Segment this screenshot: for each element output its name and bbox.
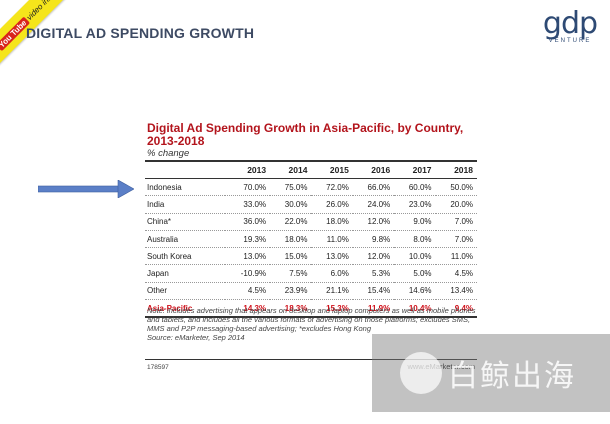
row-label: South Korea	[145, 247, 225, 266]
table-cell: 15.0%	[270, 247, 312, 266]
pointer-arrow-icon	[38, 180, 134, 198]
chart-note: Note: includes advertising that appears …	[147, 306, 477, 342]
table-cell: 75.0%	[270, 178, 312, 197]
footer-divider	[145, 359, 477, 360]
row-label: Asia-Pacific	[145, 299, 225, 319]
row-label: India	[145, 195, 225, 214]
table-total-row: Asia-Pacific 14.3% 18.3% 15.3% 11.9% 10.4% 9.4…	[145, 299, 477, 319]
table-row: Other 4.5% 23.9% 21.1% 15.4% 14.6% 13.4%	[145, 282, 477, 301]
table-cell: 8.0%	[394, 230, 436, 249]
youtube-logo: You Tube	[0, 16, 30, 51]
table-cell: 5.0%	[394, 264, 436, 283]
table-cell: 13.0%	[224, 247, 271, 266]
table-cell: 9.4%	[435, 299, 477, 319]
table-cell: 13.0%	[311, 247, 353, 266]
table-cell: 10.0%	[394, 247, 436, 266]
table-cell: 15.4%	[352, 282, 395, 301]
table-cell: 26.0%	[311, 195, 353, 214]
source-text: Source: eMarketer, Sep 2014	[147, 333, 245, 342]
table-cell: 4.5%	[224, 282, 271, 301]
column-header: 2016	[352, 160, 395, 179]
table-cell: 70.0%	[224, 178, 271, 197]
table-cell: 7.0%	[435, 213, 477, 231]
watermark-text: 白鲸出海	[448, 359, 576, 394]
table-cell: 72.0%	[311, 178, 353, 197]
column-header: 2013	[224, 160, 271, 179]
table-cell: 30.0%	[270, 195, 312, 214]
table-cell: 6.0%	[311, 264, 353, 283]
table-cell: 7.5%	[270, 264, 312, 283]
table-cell: 14.6%	[394, 282, 436, 301]
table-cell: 23.9%	[270, 282, 312, 301]
table-cell: 7.0%	[435, 230, 477, 249]
table-cell: 18.0%	[311, 213, 353, 231]
table-row: South Korea 13.0% 15.0% 13.0% 12.0% 10.0% 11.0…	[145, 247, 477, 266]
table-cell: -10.9%	[224, 264, 271, 283]
table-cell: 50.0%	[435, 178, 477, 197]
table-cell: 11.9%	[352, 299, 395, 319]
table-row: Australia 19.3% 18.0% 11.0% 9.8% 8.0% 7.0%	[145, 230, 477, 249]
table-cell: 19.3%	[224, 230, 271, 249]
table-cell: 10.4%	[394, 299, 436, 319]
table-cell: 18.3%	[270, 299, 312, 319]
table-cell: 33.0%	[224, 195, 271, 214]
table-cell: 11.0%	[435, 247, 477, 266]
watermark-logo-icon	[400, 352, 442, 394]
table-header-row: 2013 2014 2015 2016 2017 2018	[145, 160, 477, 179]
table-cell: 36.0%	[224, 213, 271, 231]
logo-sub: VENTURE	[548, 38, 592, 44]
table-cell: 21.1%	[311, 282, 353, 301]
table-cell: 9.8%	[352, 230, 395, 249]
table-cell: 12.0%	[352, 247, 395, 266]
ribbon-text: video inside	[24, 0, 61, 22]
row-label: Australia	[145, 230, 225, 249]
table-cell: 14.3%	[224, 299, 271, 319]
table-row: China* 36.0% 22.0% 18.0% 12.0% 9.0% 7.0%	[145, 213, 477, 231]
watermark: 白鲸出海	[372, 334, 610, 412]
slide-title: DIGITAL AD SPENDING GROWTH	[26, 25, 255, 41]
column-header: 2014	[270, 160, 312, 179]
row-label: Japan	[145, 264, 225, 283]
table-cell: 9.0%	[394, 213, 436, 231]
chart-subtitle: % change	[147, 148, 190, 159]
row-label: Other	[145, 282, 225, 301]
table-cell: 11.0%	[311, 230, 353, 249]
table-cell: 20.0%	[435, 195, 477, 214]
table-cell: 5.3%	[352, 264, 395, 283]
gdp-venture-logo: gdp VENTURE	[540, 6, 600, 45]
table-cell: 24.0%	[352, 195, 395, 214]
row-label: China*	[145, 213, 225, 231]
chart-id: 178597	[147, 364, 169, 371]
table-cell: 66.0%	[352, 178, 395, 197]
table-row: Japan -10.9% 7.5% 6.0% 5.3% 5.0% 4.5%	[145, 264, 477, 283]
table-cell: 18.0%	[270, 230, 312, 249]
table-row: India 33.0% 30.0% 26.0% 24.0% 23.0% 20.0%	[145, 195, 477, 214]
table-cell: 4.5%	[435, 264, 477, 283]
table-cell: 12.0%	[352, 213, 395, 231]
data-table: 2013 2014 2015 2016 2017 2018 Indonesia 7…	[145, 160, 477, 319]
table-cell: 13.4%	[435, 282, 477, 301]
column-header: 2018	[435, 160, 477, 179]
chart-title: Digital Ad Spending Growth in Asia-Pacif…	[147, 121, 464, 148]
table-cell: 22.0%	[270, 213, 312, 231]
table-row: Indonesia 70.0% 75.0% 72.0% 66.0% 60.0% 50.0%	[145, 178, 477, 197]
table-cell: 60.0%	[394, 178, 436, 197]
column-header	[145, 160, 225, 179]
logo-mark: gdp	[542, 6, 598, 41]
column-header: 2017	[394, 160, 436, 179]
column-header: 2015	[311, 160, 353, 179]
table-cell: 15.3%	[311, 299, 353, 319]
note-text: Note: includes advertising that appears …	[147, 306, 476, 333]
chart-table-card: Digital Ad Spending Growth in Asia-Pacif…	[143, 116, 479, 376]
row-label: Indonesia	[145, 178, 225, 197]
table-cell: 23.0%	[394, 195, 436, 214]
